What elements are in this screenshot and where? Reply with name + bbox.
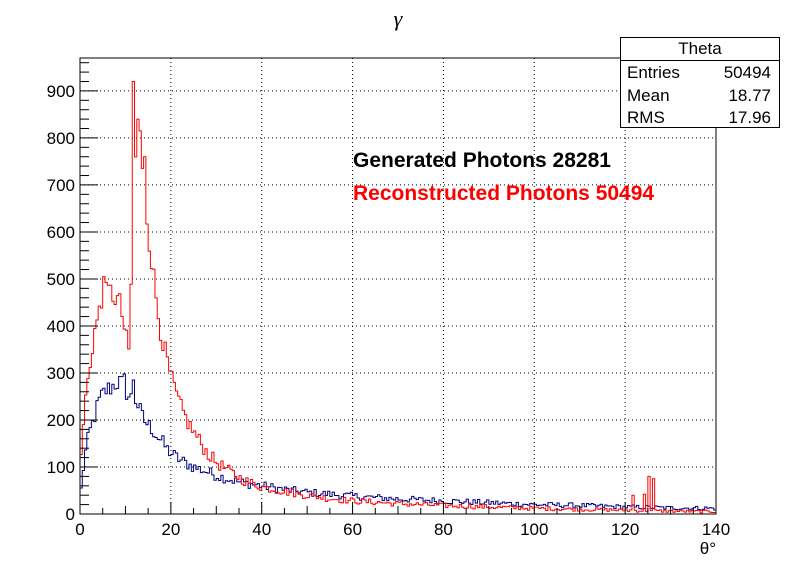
stats-box: Theta Entries 50494 Mean 18.77 RMS 17.96 xyxy=(620,37,780,128)
y-tick-label: 0 xyxy=(66,505,75,524)
y-tick-label: 500 xyxy=(47,270,75,289)
y-tick-label: 200 xyxy=(47,411,75,430)
x-tick-label: 0 xyxy=(75,520,84,539)
stats-value: 50494 xyxy=(723,63,771,82)
y-tick-label: 400 xyxy=(47,317,75,336)
x-tick-label: 100 xyxy=(520,520,548,539)
x-tick-label: 140 xyxy=(702,520,730,539)
legend-generated: Generated Photons 28281 xyxy=(353,149,611,172)
stats-value: 17.96 xyxy=(728,108,771,127)
stats-label: Mean xyxy=(627,85,670,105)
x-tick-label: 20 xyxy=(161,520,180,539)
y-tick-label: 600 xyxy=(47,223,75,242)
chart-title: γ xyxy=(393,6,403,31)
y-tick-label: 800 xyxy=(47,129,75,148)
grid-lines xyxy=(80,58,716,514)
legend-reconstructed: Reconstructed Photons 50494 xyxy=(353,182,655,205)
y-tick-label: 300 xyxy=(47,364,75,383)
y-tick-label: 100 xyxy=(47,458,75,477)
stats-label: Entries xyxy=(627,63,680,82)
stats-value: 18.77 xyxy=(728,85,771,105)
stats-row-entries: Entries 50494 xyxy=(621,61,779,84)
axis-ticks: 0 20 40 60 80 100 120 140 0 100 200 300 400 500 600 700… xyxy=(47,62,730,539)
x-tick-label: 80 xyxy=(434,520,453,539)
series-reconstructed-line xyxy=(79,81,716,514)
x-tick-label: 60 xyxy=(343,520,362,539)
x-axis-label: θ° xyxy=(700,539,716,558)
y-tick-label: 900 xyxy=(47,82,75,101)
x-tick-label: 40 xyxy=(252,520,271,539)
x-tick-label: 120 xyxy=(611,520,639,539)
stats-row-rms: RMS 17.96 xyxy=(621,106,779,129)
legend: Generated Photons 28281 Reconstructed Ph… xyxy=(353,144,654,210)
stats-name: Theta xyxy=(621,38,779,61)
series-generated-line xyxy=(79,373,716,514)
y-tick-label: 700 xyxy=(47,176,75,195)
stats-label: RMS xyxy=(627,108,665,127)
stats-row-mean: Mean 18.77 xyxy=(621,84,779,107)
